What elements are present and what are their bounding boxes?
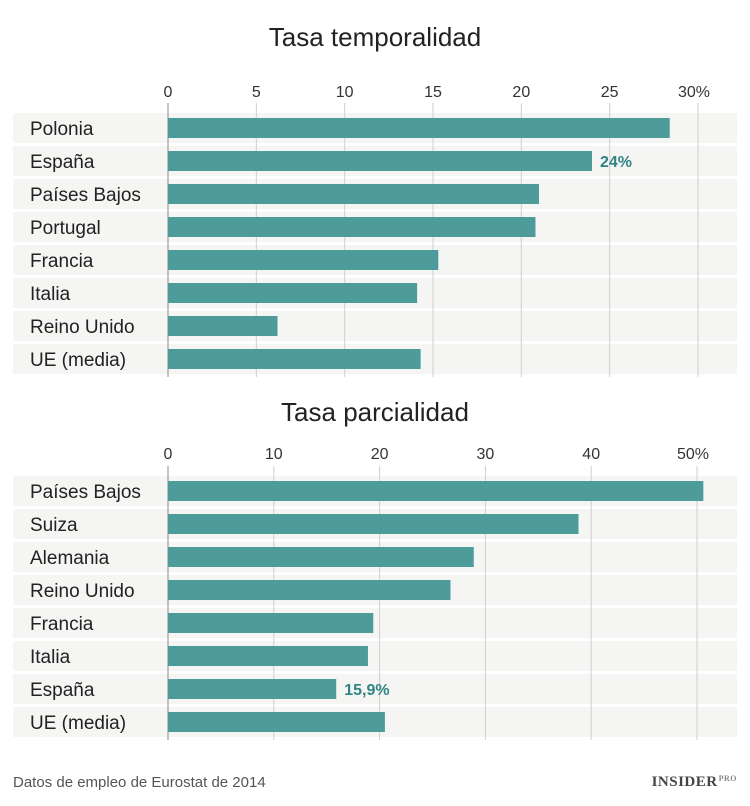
- category-label: UE (media): [30, 350, 126, 371]
- row-band: [13, 311, 737, 341]
- bar: [168, 580, 451, 600]
- category-label: Reino Unido: [30, 317, 135, 338]
- bar: [168, 250, 439, 270]
- bar: [168, 283, 418, 303]
- category-label: Reino Unido: [30, 581, 135, 602]
- insider-pro-logo: INSIDERPRO: [652, 774, 737, 791]
- category-label: Suiza: [30, 515, 78, 536]
- bar: [168, 481, 704, 501]
- bar: [168, 349, 421, 369]
- bar: [168, 679, 337, 699]
- category-label: Portugal: [30, 218, 101, 239]
- bar: [168, 514, 579, 534]
- tick-label: 15: [424, 84, 442, 101]
- row-band: [13, 608, 737, 638]
- tick-label: 0: [164, 84, 173, 101]
- bar: [168, 151, 592, 171]
- tick-label: 30: [477, 446, 495, 463]
- bar: [168, 184, 539, 204]
- row-band: [13, 641, 737, 671]
- tick-label: 50%: [677, 446, 709, 463]
- category-label: Italia: [30, 647, 71, 668]
- category-label: Países Bajos: [30, 185, 141, 206]
- bar: [168, 118, 670, 138]
- tick-label: 25: [601, 84, 619, 101]
- logo-sub: PRO: [718, 774, 737, 783]
- bar: [168, 646, 368, 666]
- data-label: 24%: [600, 154, 632, 171]
- data-label: 15,9%: [344, 682, 389, 699]
- row-band: [13, 674, 737, 704]
- category-label: España: [30, 152, 95, 173]
- tick-label: 20: [371, 446, 389, 463]
- category-label: Países Bajos: [30, 482, 141, 503]
- tick-label: 5: [252, 84, 261, 101]
- bar: [168, 613, 374, 633]
- category-label: Francia: [30, 251, 94, 272]
- bar: [168, 316, 278, 336]
- tick-label: 10: [265, 446, 283, 463]
- category-label: Italia: [30, 284, 71, 305]
- bar: [168, 547, 474, 567]
- category-label: Alemania: [30, 548, 110, 569]
- tick-label: 0: [164, 446, 173, 463]
- category-label: Francia: [30, 614, 94, 635]
- tick-label: 20: [512, 84, 530, 101]
- tick-label: 30%: [678, 84, 710, 101]
- category-label: Polonia: [30, 119, 94, 140]
- category-label: España: [30, 680, 95, 701]
- chart-title: Tasa parcialidad: [281, 397, 469, 427]
- bar: [168, 217, 536, 237]
- source-note: Datos de empleo de Eurostat de 2014: [13, 774, 266, 791]
- bar: [168, 712, 385, 732]
- category-label: UE (media): [30, 713, 126, 734]
- tick-label: 40: [582, 446, 600, 463]
- tick-label: 10: [336, 84, 354, 101]
- chart-title: Tasa temporalidad: [269, 22, 481, 52]
- logo-main: INSIDER: [651, 774, 718, 790]
